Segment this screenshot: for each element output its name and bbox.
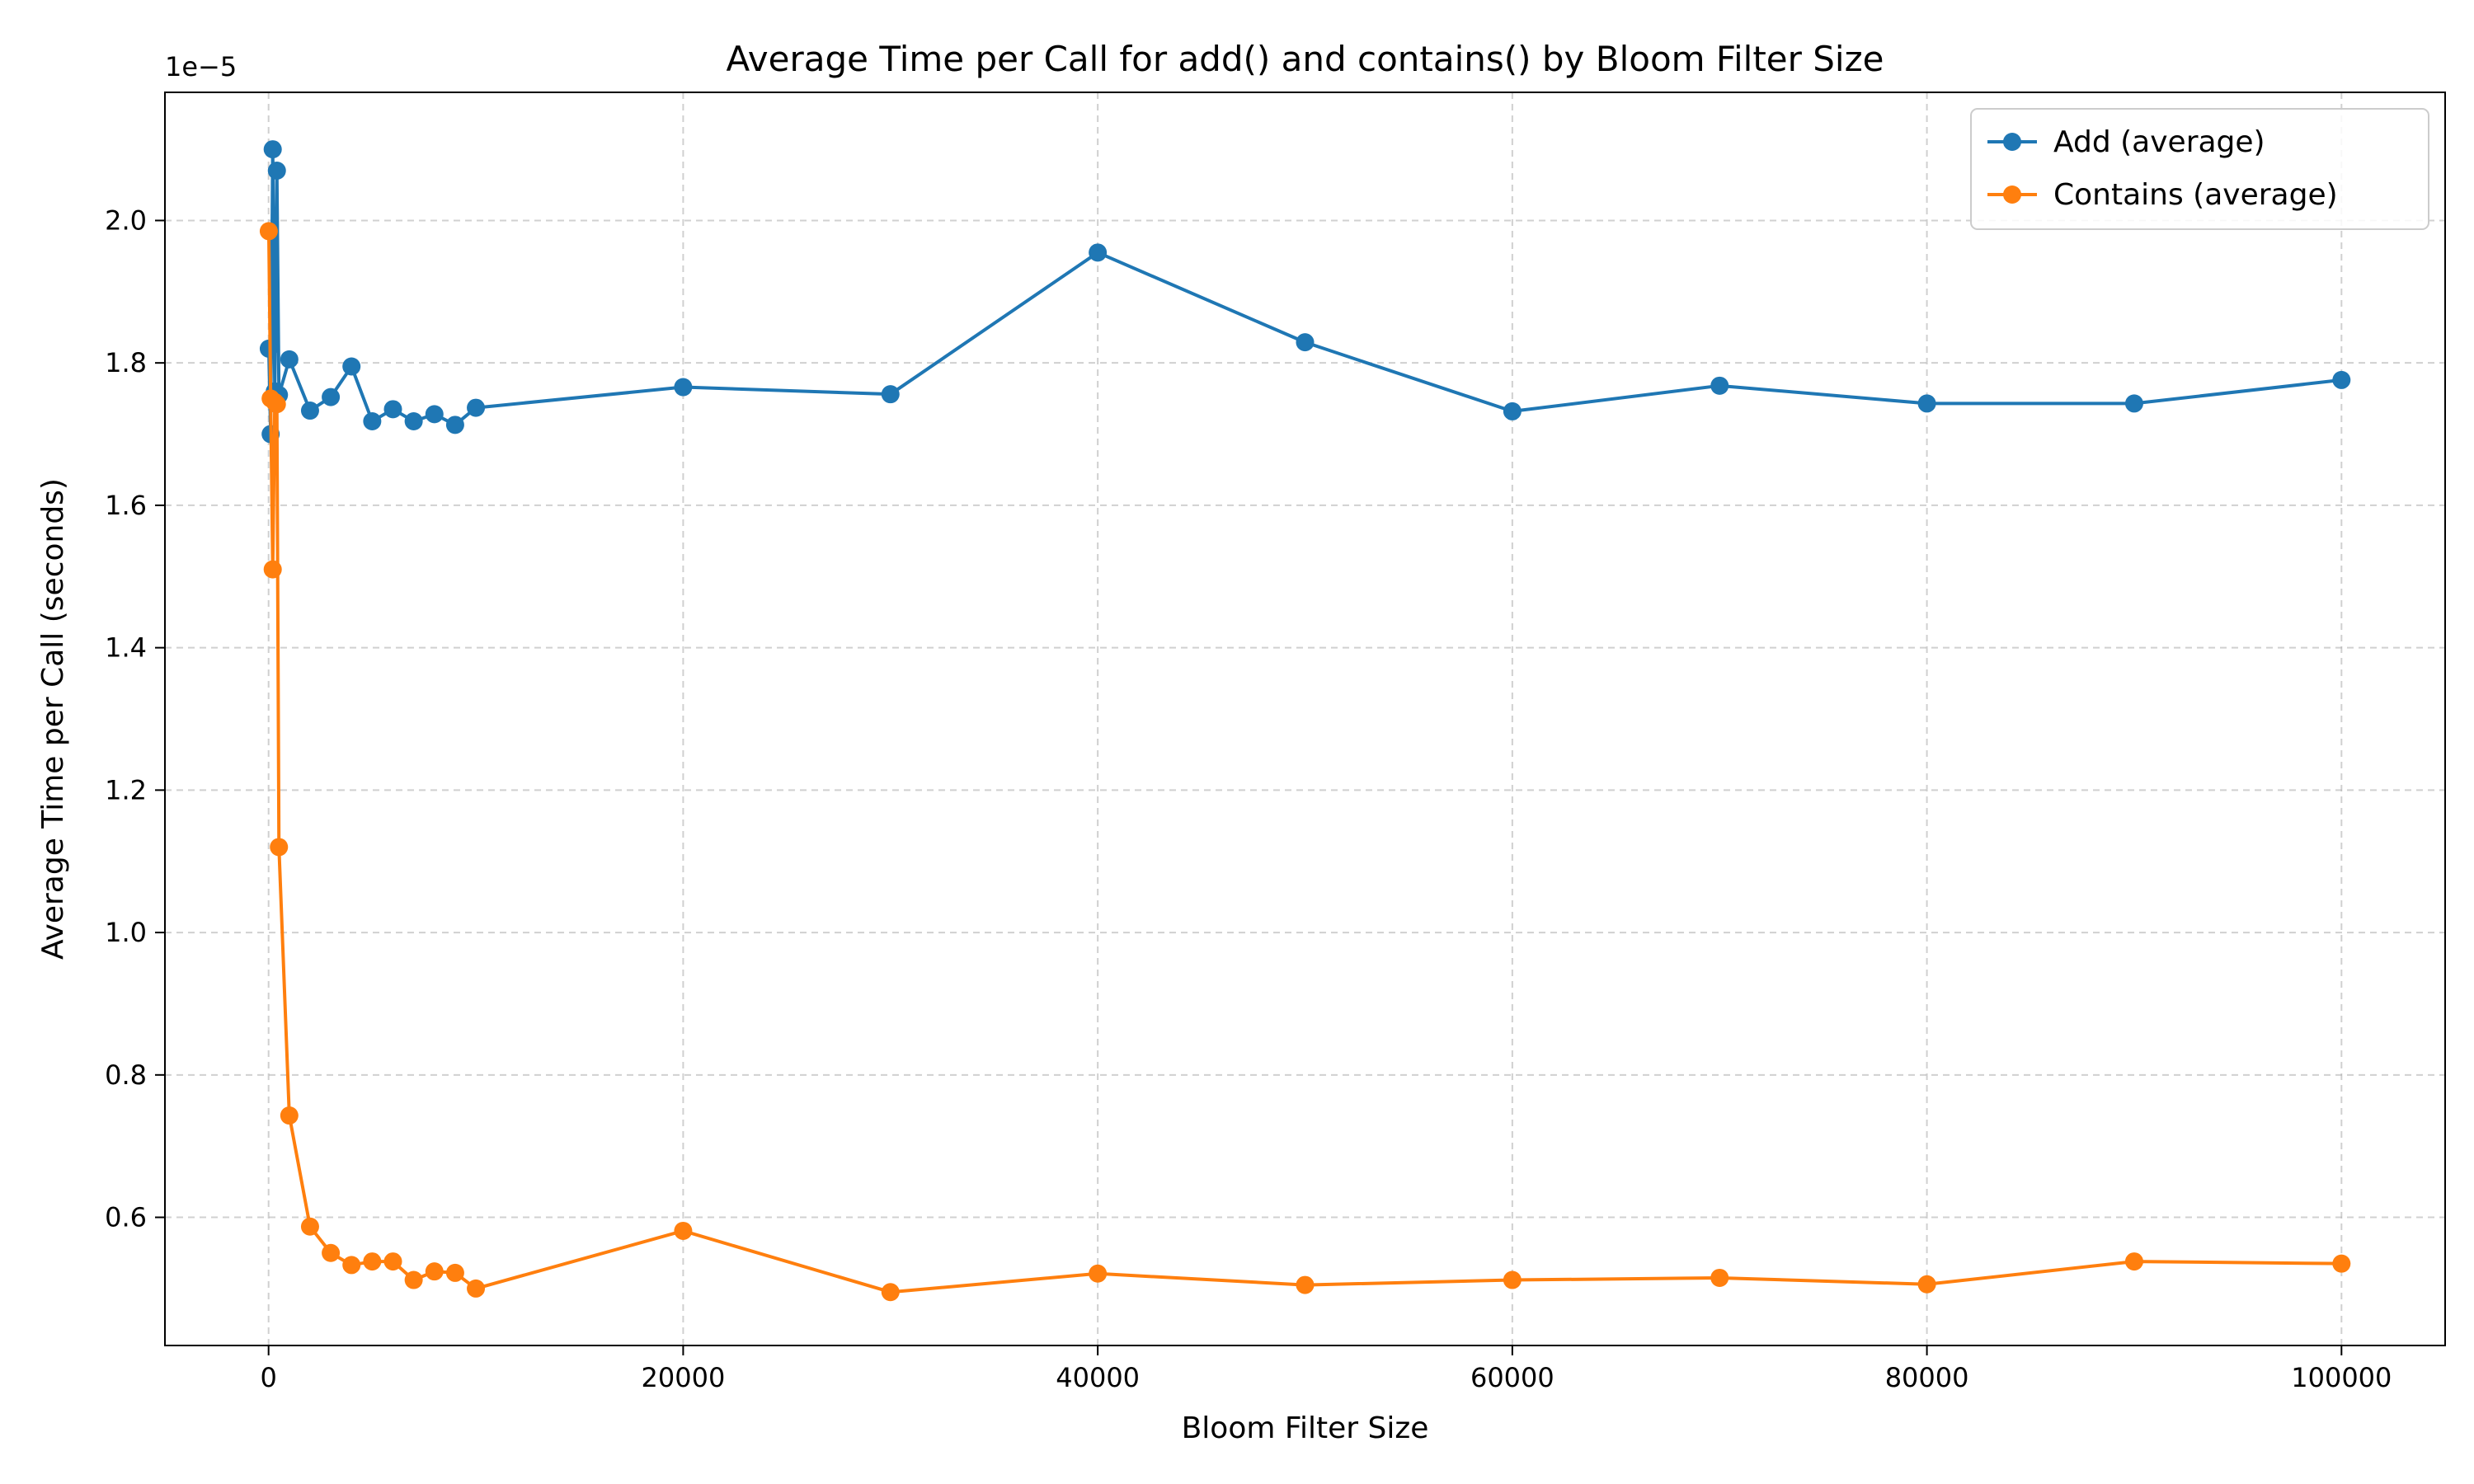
y-tick-label: 0.6 [105, 1202, 147, 1233]
y-tick-label: 0.8 [105, 1059, 147, 1091]
legend-label: Contains (average) [2053, 178, 2338, 212]
y-tick-label: 1.8 [105, 347, 147, 378]
data-point [1917, 394, 1936, 413]
legend: Add (average) Contains (average) [1970, 108, 2429, 230]
data-point [270, 838, 289, 857]
data-point [363, 412, 382, 430]
data-point [1296, 333, 1315, 352]
data-point [2332, 370, 2351, 389]
data-point [280, 1106, 299, 1125]
data-point [425, 405, 444, 424]
x-tick-label: 60000 [1470, 1362, 1554, 1393]
chart-title: Average Time per Call for add() and cont… [727, 39, 1884, 79]
data-point [267, 162, 286, 180]
data-point [1710, 376, 1729, 395]
data-point [674, 1221, 693, 1240]
data-point [404, 412, 423, 430]
legend-item: Add (average) [1987, 125, 2265, 159]
y-tick-label: 1.0 [105, 917, 147, 948]
data-point [1503, 402, 1522, 420]
data-point [322, 1243, 341, 1262]
x-axis-label: Bloom Filter Size [1182, 1411, 1429, 1445]
data-point [2124, 394, 2143, 413]
data-point [363, 1252, 382, 1271]
data-point [383, 400, 402, 419]
series-layer [259, 140, 2351, 1302]
data-point [881, 1283, 900, 1302]
data-point [300, 1217, 319, 1236]
x-tick-label: 0 [261, 1362, 277, 1393]
x-tick-label: 80000 [1885, 1362, 1969, 1393]
x-tick-label: 40000 [1056, 1362, 1140, 1393]
legend-item: Contains (average) [1987, 178, 2338, 212]
x-tick-label: 100000 [2291, 1362, 2392, 1393]
data-point [259, 222, 278, 241]
data-point [467, 1279, 486, 1298]
data-point [2124, 1252, 2143, 1271]
x-axis: 0 20000 40000 60000 80000 100000 [261, 1345, 2392, 1393]
data-point [1917, 1275, 1936, 1294]
data-point [2332, 1254, 2351, 1273]
y-tick-label: 1.2 [105, 774, 147, 805]
data-point [383, 1252, 402, 1271]
y-tick-label: 1.4 [105, 632, 147, 664]
data-point [1296, 1275, 1315, 1294]
data-point [342, 357, 361, 376]
data-point [263, 560, 282, 579]
y-axis-label: Average Time per Call (seconds) [36, 478, 70, 960]
data-point [1503, 1270, 1522, 1289]
y-tick-label: 1.6 [105, 490, 147, 521]
y-tick-label: 2.0 [105, 204, 147, 236]
data-point [445, 416, 464, 434]
legend-marker [2003, 133, 2021, 151]
series-contains [259, 222, 2351, 1302]
data-point [300, 402, 319, 420]
data-point [280, 350, 299, 369]
y-axis: 0.6 0.8 1.0 1.2 1.4 1.6 1.8 2.0 [105, 204, 165, 1233]
data-point [881, 385, 900, 404]
data-point [425, 1262, 444, 1281]
data-point [674, 378, 693, 397]
data-point [263, 140, 282, 159]
data-point [445, 1263, 464, 1282]
data-point [467, 398, 486, 417]
x-tick-label: 20000 [642, 1362, 726, 1393]
legend-marker [2003, 186, 2021, 204]
legend-label: Add (average) [2053, 125, 2265, 159]
data-point [404, 1270, 423, 1289]
legend-box [1970, 108, 2429, 230]
data-point [342, 1256, 361, 1275]
data-point [1089, 243, 1108, 262]
y-axis-offset-label: 1e−5 [165, 51, 237, 82]
data-point [1089, 1264, 1108, 1283]
data-point [267, 395, 286, 414]
data-point [322, 387, 341, 406]
data-point [1710, 1268, 1729, 1287]
plot-frame [164, 92, 2446, 1346]
